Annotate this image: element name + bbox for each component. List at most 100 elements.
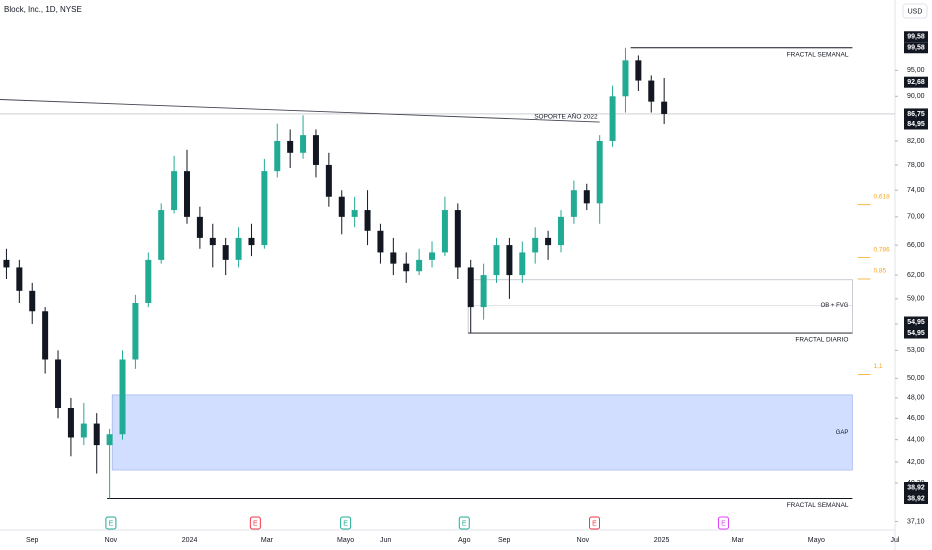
candle-body bbox=[222, 245, 229, 260]
price-label: 38,92 bbox=[907, 484, 925, 491]
trendline-label: SOPORTE AÑO 2022 bbox=[534, 112, 598, 121]
price-label-box bbox=[904, 316, 928, 328]
price-label: 92,68 bbox=[907, 79, 925, 86]
candle-body bbox=[441, 210, 448, 253]
candle-body bbox=[338, 196, 345, 217]
level-label: FRACTAL SEMANAL bbox=[787, 502, 849, 509]
x-tick-label: Jul bbox=[891, 537, 900, 544]
y-tick-label: 50,00 bbox=[907, 375, 925, 382]
candle-body bbox=[648, 80, 655, 102]
candle-body bbox=[467, 267, 474, 308]
trendline bbox=[0, 99, 600, 123]
price-label: 99,58 bbox=[907, 34, 925, 41]
event-icon bbox=[717, 516, 729, 530]
price-label-box bbox=[904, 493, 928, 505]
event-label: E bbox=[592, 520, 597, 527]
candle-body bbox=[325, 164, 332, 197]
y-tick-label: 82,00 bbox=[907, 138, 925, 145]
candle-body bbox=[300, 135, 307, 153]
event-label: E bbox=[462, 520, 467, 527]
zone-label: OB + FVG bbox=[821, 303, 849, 309]
candle-body bbox=[454, 210, 461, 268]
y-tick-label: 42,00 bbox=[907, 459, 925, 466]
fib-label: 1,1 bbox=[873, 363, 882, 370]
y-tick-label: 46,00 bbox=[907, 415, 925, 422]
candle-body bbox=[493, 245, 500, 276]
candle-body bbox=[661, 101, 668, 114]
candle-body bbox=[557, 216, 564, 246]
candle-body bbox=[16, 267, 23, 291]
x-tick-label: Mar bbox=[732, 537, 745, 544]
candle-body bbox=[480, 275, 487, 308]
price-label: 54,95 bbox=[907, 330, 925, 337]
candle-body bbox=[403, 263, 410, 272]
candle-body bbox=[570, 190, 577, 217]
x-tick-label: Nov bbox=[105, 537, 118, 544]
candle-body bbox=[377, 230, 384, 253]
x-tick-label: Nov bbox=[577, 537, 590, 544]
event-label: E bbox=[721, 520, 726, 527]
candle-body bbox=[622, 60, 629, 97]
candle-body bbox=[609, 96, 616, 141]
zone-label: GAP bbox=[836, 430, 849, 436]
price-label-box bbox=[904, 42, 928, 54]
candle-body bbox=[416, 259, 423, 272]
x-tick-label: Jun bbox=[380, 537, 391, 544]
candle-body bbox=[106, 434, 113, 446]
candle-body bbox=[248, 237, 255, 246]
candle-body bbox=[29, 290, 36, 312]
candle-body bbox=[519, 252, 526, 276]
fib-label: 0,85 bbox=[873, 268, 886, 275]
y-tick-label: 95,00 bbox=[907, 67, 925, 74]
candle-body bbox=[364, 210, 371, 231]
event-icon bbox=[340, 516, 352, 530]
price-label-box bbox=[904, 118, 928, 130]
candle-body bbox=[429, 252, 436, 260]
x-tick-label: Ago bbox=[458, 537, 471, 544]
price-label-box bbox=[904, 76, 928, 88]
price-label: 99,58 bbox=[907, 45, 925, 52]
fib-label: 0,786 bbox=[873, 246, 890, 253]
price-label-box bbox=[904, 482, 928, 494]
candle-body bbox=[209, 237, 216, 246]
y-tick-label: 62,00 bbox=[907, 272, 925, 279]
chart-title: Block, Inc., 1D, NYSE bbox=[4, 5, 82, 14]
event-label: E bbox=[109, 520, 114, 527]
y-tick-label: 78,00 bbox=[907, 162, 925, 169]
candle-body bbox=[119, 359, 126, 435]
x-tick-label: 2024 bbox=[182, 537, 198, 544]
y-tick-label: 74,00 bbox=[907, 187, 925, 194]
candle-body bbox=[532, 237, 539, 253]
x-tick-label: Sep bbox=[498, 537, 511, 544]
x-tick-label: Mayo bbox=[337, 537, 354, 544]
candle-body bbox=[351, 210, 358, 217]
level-label: FRACTAL DIARIO bbox=[795, 337, 848, 344]
zone bbox=[467, 279, 853, 334]
price-label-box bbox=[904, 108, 928, 120]
candle-body bbox=[596, 140, 603, 204]
candle-body bbox=[145, 259, 152, 303]
currency-label[interactable]: USD bbox=[908, 8, 923, 15]
candle-body bbox=[158, 210, 165, 260]
candle-body bbox=[55, 359, 62, 408]
candle-body bbox=[506, 245, 513, 276]
y-tick-label: 66,00 bbox=[907, 242, 925, 249]
candle-body bbox=[312, 135, 319, 165]
candle-body bbox=[80, 423, 87, 438]
candle-body bbox=[93, 423, 100, 446]
zone bbox=[111, 394, 853, 471]
candle-body bbox=[132, 302, 139, 360]
event-icon bbox=[105, 516, 117, 530]
candle-body bbox=[583, 190, 590, 204]
candle-body bbox=[235, 237, 242, 260]
candle-body bbox=[196, 216, 203, 238]
y-tick-label: 90,00 bbox=[907, 93, 925, 100]
price-label-box bbox=[904, 31, 928, 43]
price-label: 38,92 bbox=[907, 495, 925, 502]
event-label: E bbox=[343, 520, 348, 527]
currency-button[interactable] bbox=[902, 3, 928, 19]
price-label-box bbox=[904, 327, 928, 339]
candle-body bbox=[183, 171, 190, 217]
x-tick-label: Sep bbox=[26, 537, 39, 544]
